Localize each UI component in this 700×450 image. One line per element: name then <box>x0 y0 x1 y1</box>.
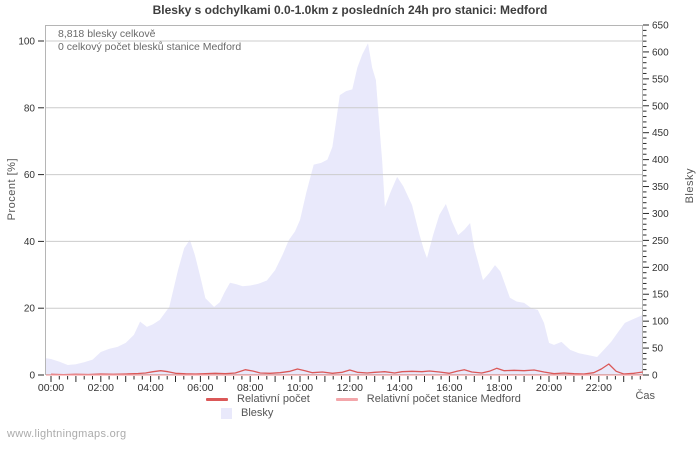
svg-text:14:00: 14:00 <box>386 382 412 394</box>
legend-row-1: Relativní počet Relativní počet stanice … <box>206 393 521 405</box>
svg-text:20: 20 <box>24 304 36 315</box>
svg-text:600: 600 <box>652 47 669 58</box>
total-strikes-annotation: 8,818 blesky celkově <box>58 28 156 40</box>
svg-text:250: 250 <box>652 236 669 247</box>
svg-text:550: 550 <box>652 74 669 85</box>
svg-text:0: 0 <box>652 371 658 382</box>
svg-text:20:00: 20:00 <box>536 382 562 394</box>
station-strikes-annotation: 0 celkový počet blesků stanice Medford <box>58 41 242 53</box>
svg-text:12:00: 12:00 <box>337 382 363 394</box>
svg-text:450: 450 <box>652 128 669 139</box>
legend-row-2: Blesky <box>221 407 273 419</box>
legend-label-station-count: Relativní počet stanice Medford <box>366 393 521 405</box>
legend-label-blesky: Blesky <box>241 407 274 419</box>
svg-text:150: 150 <box>652 290 669 301</box>
x-axis-title: Čas <box>635 390 655 402</box>
blesky-area-swatch <box>221 407 232 419</box>
y-axis-right-title: Blesky <box>684 168 696 204</box>
y-left-axis: 0 20 40 60 80 100 <box>18 37 44 382</box>
svg-text:08:00: 08:00 <box>237 382 263 394</box>
svg-text:40: 40 <box>24 237 36 248</box>
relative-count-line-swatch <box>206 397 228 401</box>
svg-text:16:00: 16:00 <box>436 382 462 394</box>
svg-text:500: 500 <box>652 101 669 112</box>
y-axis-left-title: Procent [%] <box>6 158 18 221</box>
svg-text:50: 50 <box>652 344 664 355</box>
svg-text:00:00: 00:00 <box>38 382 64 394</box>
legend-item-blesky: Blesky <box>221 407 273 419</box>
svg-text:80: 80 <box>24 103 36 114</box>
svg-text:100: 100 <box>18 37 35 48</box>
svg-text:650: 650 <box>652 21 669 32</box>
svg-text:100: 100 <box>652 317 669 328</box>
y-right-axis: 0 50 100 150 200 250 300 350 400 450 500 550 600 650 <box>643 21 669 382</box>
watermark-lightningmaps: www.lightningmaps.org <box>7 428 127 440</box>
legend-item-station-count: Relativní počet stanice Medford <box>335 393 521 405</box>
svg-text:10:00: 10:00 <box>287 382 313 394</box>
legend-item-relative-count: Relativní počet <box>206 393 310 405</box>
svg-text:02:00: 02:00 <box>88 382 114 394</box>
chart-annotations: 8,818 blesky celkově 0 celkový počet ble… <box>58 28 241 54</box>
svg-text:400: 400 <box>652 155 669 166</box>
x-axis: 00:00 02:00 04:00 06:00 08:00 10:00 12:00 14:00… <box>38 376 641 394</box>
svg-text:04:00: 04:00 <box>137 382 163 394</box>
svg-text:60: 60 <box>24 170 36 181</box>
station-count-line-swatch <box>335 397 358 401</box>
gridlines <box>45 40 643 309</box>
svg-text:06:00: 06:00 <box>187 382 213 394</box>
svg-text:300: 300 <box>652 209 669 220</box>
blesky-area-series <box>46 43 643 376</box>
svg-text:350: 350 <box>652 182 669 193</box>
svg-text:22:00: 22:00 <box>586 382 612 394</box>
legend-label-relative-count: Relativní počet <box>237 393 310 405</box>
svg-text:200: 200 <box>652 263 669 274</box>
svg-text:18:00: 18:00 <box>486 382 512 394</box>
svg-text:0: 0 <box>29 371 35 382</box>
chart-title: Blesky s odchylkami 0.0-1.0km z poslední… <box>152 3 548 17</box>
relative-count-line <box>50 363 643 376</box>
